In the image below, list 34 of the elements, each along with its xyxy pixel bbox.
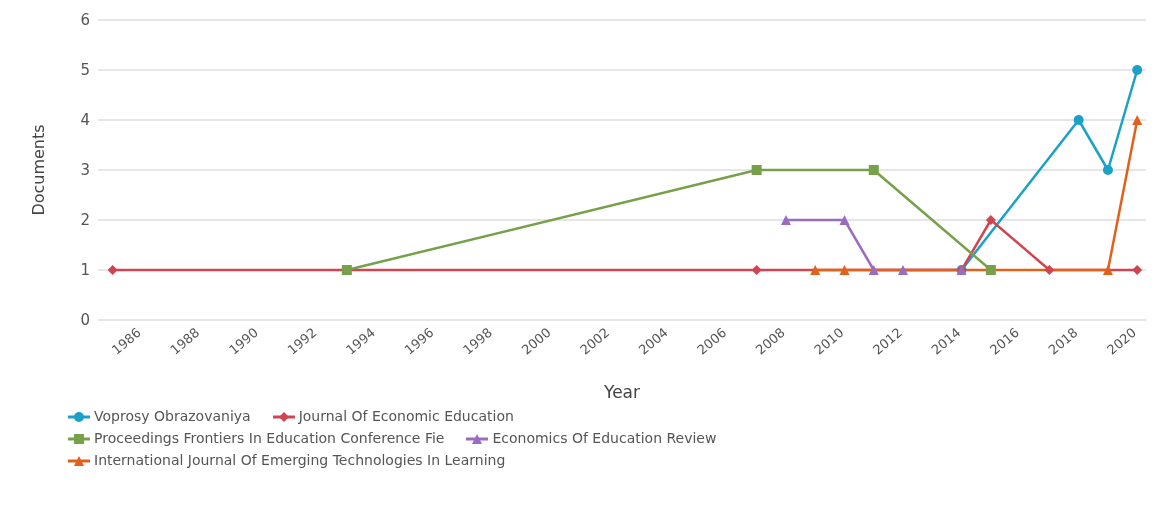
legend-label: Economics Of Education Review bbox=[491, 430, 717, 446]
y-tick-label: 2 bbox=[80, 211, 90, 230]
y-tick-label: 1 bbox=[80, 261, 90, 280]
point bbox=[985, 215, 996, 225]
point bbox=[1102, 265, 1113, 275]
point bbox=[1073, 115, 1084, 125]
point bbox=[751, 265, 762, 275]
point bbox=[1044, 265, 1055, 275]
point bbox=[898, 265, 909, 275]
x-axis-title: Year bbox=[603, 382, 640, 402]
point bbox=[341, 265, 352, 275]
point bbox=[1132, 115, 1143, 125]
legend-label: Voprosy Obrazovaniya bbox=[93, 408, 251, 424]
point bbox=[1132, 265, 1143, 275]
point bbox=[868, 165, 879, 175]
legend-label: Journal Of Economic Education bbox=[297, 408, 514, 424]
legend-label: Proceedings Frontiers In Education Conference Fie bbox=[93, 430, 445, 446]
y-tick-label: 4 bbox=[80, 111, 90, 130]
point bbox=[839, 215, 850, 225]
y-tick-label: 6 bbox=[80, 11, 90, 30]
point bbox=[1132, 65, 1143, 75]
y-axis-title: Documents bbox=[28, 124, 48, 216]
legend-label: International Journal Of Emerging Technologies In Learning bbox=[93, 452, 506, 468]
point bbox=[751, 165, 762, 175]
point bbox=[1102, 165, 1113, 175]
point bbox=[985, 265, 996, 275]
point bbox=[839, 265, 850, 275]
y-tick-label: 5 bbox=[80, 61, 90, 80]
point bbox=[810, 265, 821, 275]
point bbox=[780, 215, 791, 225]
point bbox=[868, 265, 879, 275]
y-tick-label: 3 bbox=[80, 161, 90, 180]
point bbox=[107, 265, 118, 275]
y-tick-label: 0 bbox=[80, 311, 90, 330]
